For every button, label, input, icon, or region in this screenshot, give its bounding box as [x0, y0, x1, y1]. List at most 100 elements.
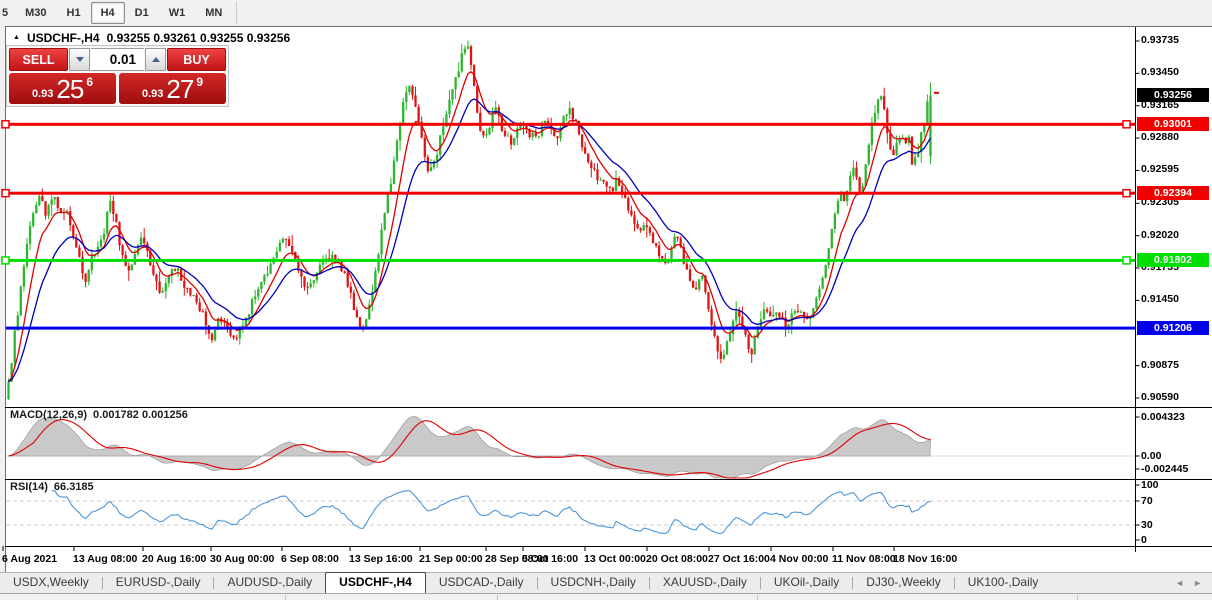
statusbar-separator — [1077, 595, 1078, 600]
ask-price-display[interactable]: 0.93 27 9 — [119, 73, 226, 104]
time-axis-label: 13 Sep 16:00 — [349, 553, 413, 565]
collapse-triangle-icon[interactable]: ▲ — [13, 33, 20, 41]
ask-price-prefix: 0.93 — [141, 88, 164, 100]
chart-tab-usdcnh-daily[interactable]: USDCNH-,Daily — [550, 575, 636, 589]
time-axis-label: 21 Sep 00:00 — [419, 553, 483, 565]
price-axis-tick-label: 0.92020 — [1141, 228, 1179, 241]
price-axis-tick-label: 0.93450 — [1141, 66, 1179, 79]
chart-tab-eurusd-daily[interactable]: EURUSD-,Daily — [115, 575, 201, 589]
line-handle-icon[interactable] — [1122, 188, 1131, 198]
time-axis-label: 30 Aug 00:00 — [210, 553, 275, 565]
chart-tab-xauusd-daily[interactable]: XAUUSD-,Daily — [662, 575, 747, 589]
scroll-left-icon[interactable]: ◄ — [1175, 578, 1185, 588]
scroll-right-icon[interactable]: ► — [1193, 578, 1202, 588]
chart-tab-bar: USDX,Weekly EURUSD-,Daily AUDUSD-,Daily USD… — [0, 572, 1212, 593]
price-axis-tick-label: 0.92595 — [1141, 163, 1179, 176]
bid-price-main: 25 — [56, 73, 84, 104]
time-axis-label: 28 Sep 08:00 — [485, 553, 549, 565]
line-handle-icon[interactable] — [1, 120, 10, 129]
time-axis-label: 13 Oct 00:00 — [584, 553, 646, 565]
macd-values: 0.001782 0.001256 — [93, 409, 188, 421]
macd-indicator-label: MACD(12,26,9) 0.001782 0.001256 — [10, 409, 188, 421]
timeframe-button-w1[interactable]: W1 — [168, 7, 186, 19]
ask-price-pip: 9 — [196, 75, 204, 89]
chart-tab-dj30-weekly[interactable]: DJ30-,Weekly — [866, 575, 941, 589]
timeframe-button-m30[interactable]: M30 — [25, 7, 47, 19]
tab-separator — [648, 577, 650, 589]
buy-button[interactable]: BUY — [167, 48, 226, 71]
ohlc-values: 0.93255 0.93261 0.93255 0.93256 — [106, 31, 291, 45]
volume-increase-button[interactable] — [145, 48, 166, 71]
line-handle-icon[interactable] — [1122, 120, 1131, 129]
price-axis-tick-label: 0.90590 — [1141, 391, 1179, 403]
horizontal-line-0.92394[interactable] — [6, 191, 1135, 195]
statusbar-separator — [497, 595, 498, 600]
tab-separator — [213, 577, 215, 589]
chart-window: ▲ USDCHF-,H4 0.93255 0.93261 0.93255 0.9… — [0, 26, 1212, 572]
timeframe-button-h1[interactable]: H1 — [66, 7, 81, 19]
chart-tab-audusd-daily[interactable]: AUDUSD-,Daily — [227, 575, 313, 589]
chart-tab-uk100-daily[interactable]: UK100-,Daily — [967, 575, 1039, 589]
chart-tab-usdcad-daily[interactable]: USDCAD-,Daily — [438, 575, 524, 589]
tab-scroll-arrows: ◄ ► — [1175, 578, 1212, 588]
rsi-axis-label: 0 — [1141, 534, 1147, 546]
time-axis-label: 5 Oct 16:00 — [522, 553, 579, 565]
one-click-trading-panel: SELL BUY 0.93 25 6 0.93 27 — [6, 45, 229, 107]
macd-histogram — [8, 416, 931, 479]
price-line-badge-0.91206[interactable]: 0.91206 — [1137, 321, 1209, 336]
macd-axis-label: 0.00 — [1141, 450, 1162, 462]
bid-price-display[interactable]: 0.93 25 6 — [9, 73, 116, 104]
symbol-name: USDCHF-,H4 — [26, 31, 100, 45]
time-axis-label: 27 Oct 16:00 — [708, 553, 770, 565]
timeframe-button-5[interactable]: 5 — [2, 7, 9, 19]
time-axis-label: 13 Aug 08:00 — [73, 553, 138, 565]
line-handle-icon[interactable] — [1, 256, 10, 265]
price-axis-tick-label: 0.91450 — [1141, 293, 1179, 306]
ask-price-main: 27 — [166, 73, 194, 104]
rsi-axis-label: 70 — [1141, 495, 1153, 507]
rsi-indicator-label: RSI(14) 66.3185 — [10, 481, 94, 493]
time-axis-label: 6 Sep 08:00 — [281, 553, 339, 565]
line-handle-icon[interactable] — [1, 188, 10, 198]
chevron-up-icon — [151, 57, 160, 62]
rsi-title: RSI(14) — [10, 481, 48, 493]
time-axis-label: 20 Oct 08:00 — [646, 553, 708, 565]
tab-separator — [953, 577, 955, 589]
chevron-down-icon — [75, 57, 84, 62]
status-bar — [0, 593, 1212, 600]
sell-button[interactable]: SELL — [9, 48, 68, 71]
price-axis-tick-label: 0.93735 — [1141, 34, 1179, 46]
ask-price-marker — [934, 91, 939, 94]
tab-separator — [759, 577, 761, 589]
statusbar-separator — [285, 595, 286, 600]
line-handle-icon[interactable] — [1122, 256, 1131, 265]
rsi-axis-label: 30 — [1141, 519, 1153, 531]
current-price-badge: 0.93256 — [1137, 88, 1209, 103]
rsi-value: 66.3185 — [53, 481, 94, 493]
price-chart-canvas[interactable] — [0, 26, 1212, 572]
macd-axis-label: -0.002445 — [1141, 463, 1189, 475]
chart-symbol-header: ▲ USDCHF-,H4 0.93255 0.93261 0.93255 0.9… — [13, 31, 290, 45]
timeframe-toolbar: 5 M30 H1 H4 D1 W1 MN — [0, 0, 1212, 26]
price-line-badge-0.91802[interactable]: 0.91802 — [1137, 253, 1209, 268]
time-axis-label: 11 Nov 08:00 — [832, 553, 896, 565]
timeframe-button-mn[interactable]: MN — [205, 7, 223, 19]
tab-separator — [852, 577, 854, 589]
chart-tab-usdx-weekly[interactable]: USDX,Weekly — [13, 575, 89, 589]
timeframe-button-d1[interactable]: D1 — [134, 7, 149, 19]
chart-tab-usdchf-h4[interactable]: USDCHF-,H4 — [325, 572, 426, 593]
statusbar-separator — [757, 595, 758, 600]
chart-tab-ukoil-daily[interactable]: UKOil-,Daily — [773, 575, 840, 589]
price-line-badge-0.93001[interactable]: 0.93001 — [1137, 117, 1209, 132]
horizontal-line-0.93001[interactable] — [6, 122, 1135, 126]
volume-input[interactable] — [91, 48, 144, 71]
horizontal-line-0.91206[interactable] — [6, 326, 1135, 330]
time-axis-label: 18 Nov 16:00 — [893, 553, 958, 565]
price-line-badge-0.92394[interactable]: 0.92394 — [1137, 186, 1209, 201]
volume-decrease-button[interactable] — [69, 48, 90, 71]
horizontal-line-0.91802[interactable] — [6, 258, 1135, 262]
timeframe-button-h4[interactable]: H4 — [90, 2, 125, 24]
macd-title: MACD(12,26,9) — [10, 409, 88, 421]
toolbar-separator — [236, 2, 238, 24]
